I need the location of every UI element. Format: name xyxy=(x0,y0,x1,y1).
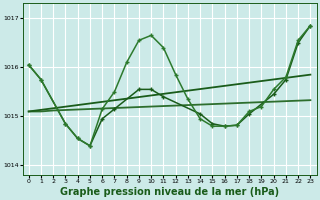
X-axis label: Graphe pression niveau de la mer (hPa): Graphe pression niveau de la mer (hPa) xyxy=(60,187,279,197)
